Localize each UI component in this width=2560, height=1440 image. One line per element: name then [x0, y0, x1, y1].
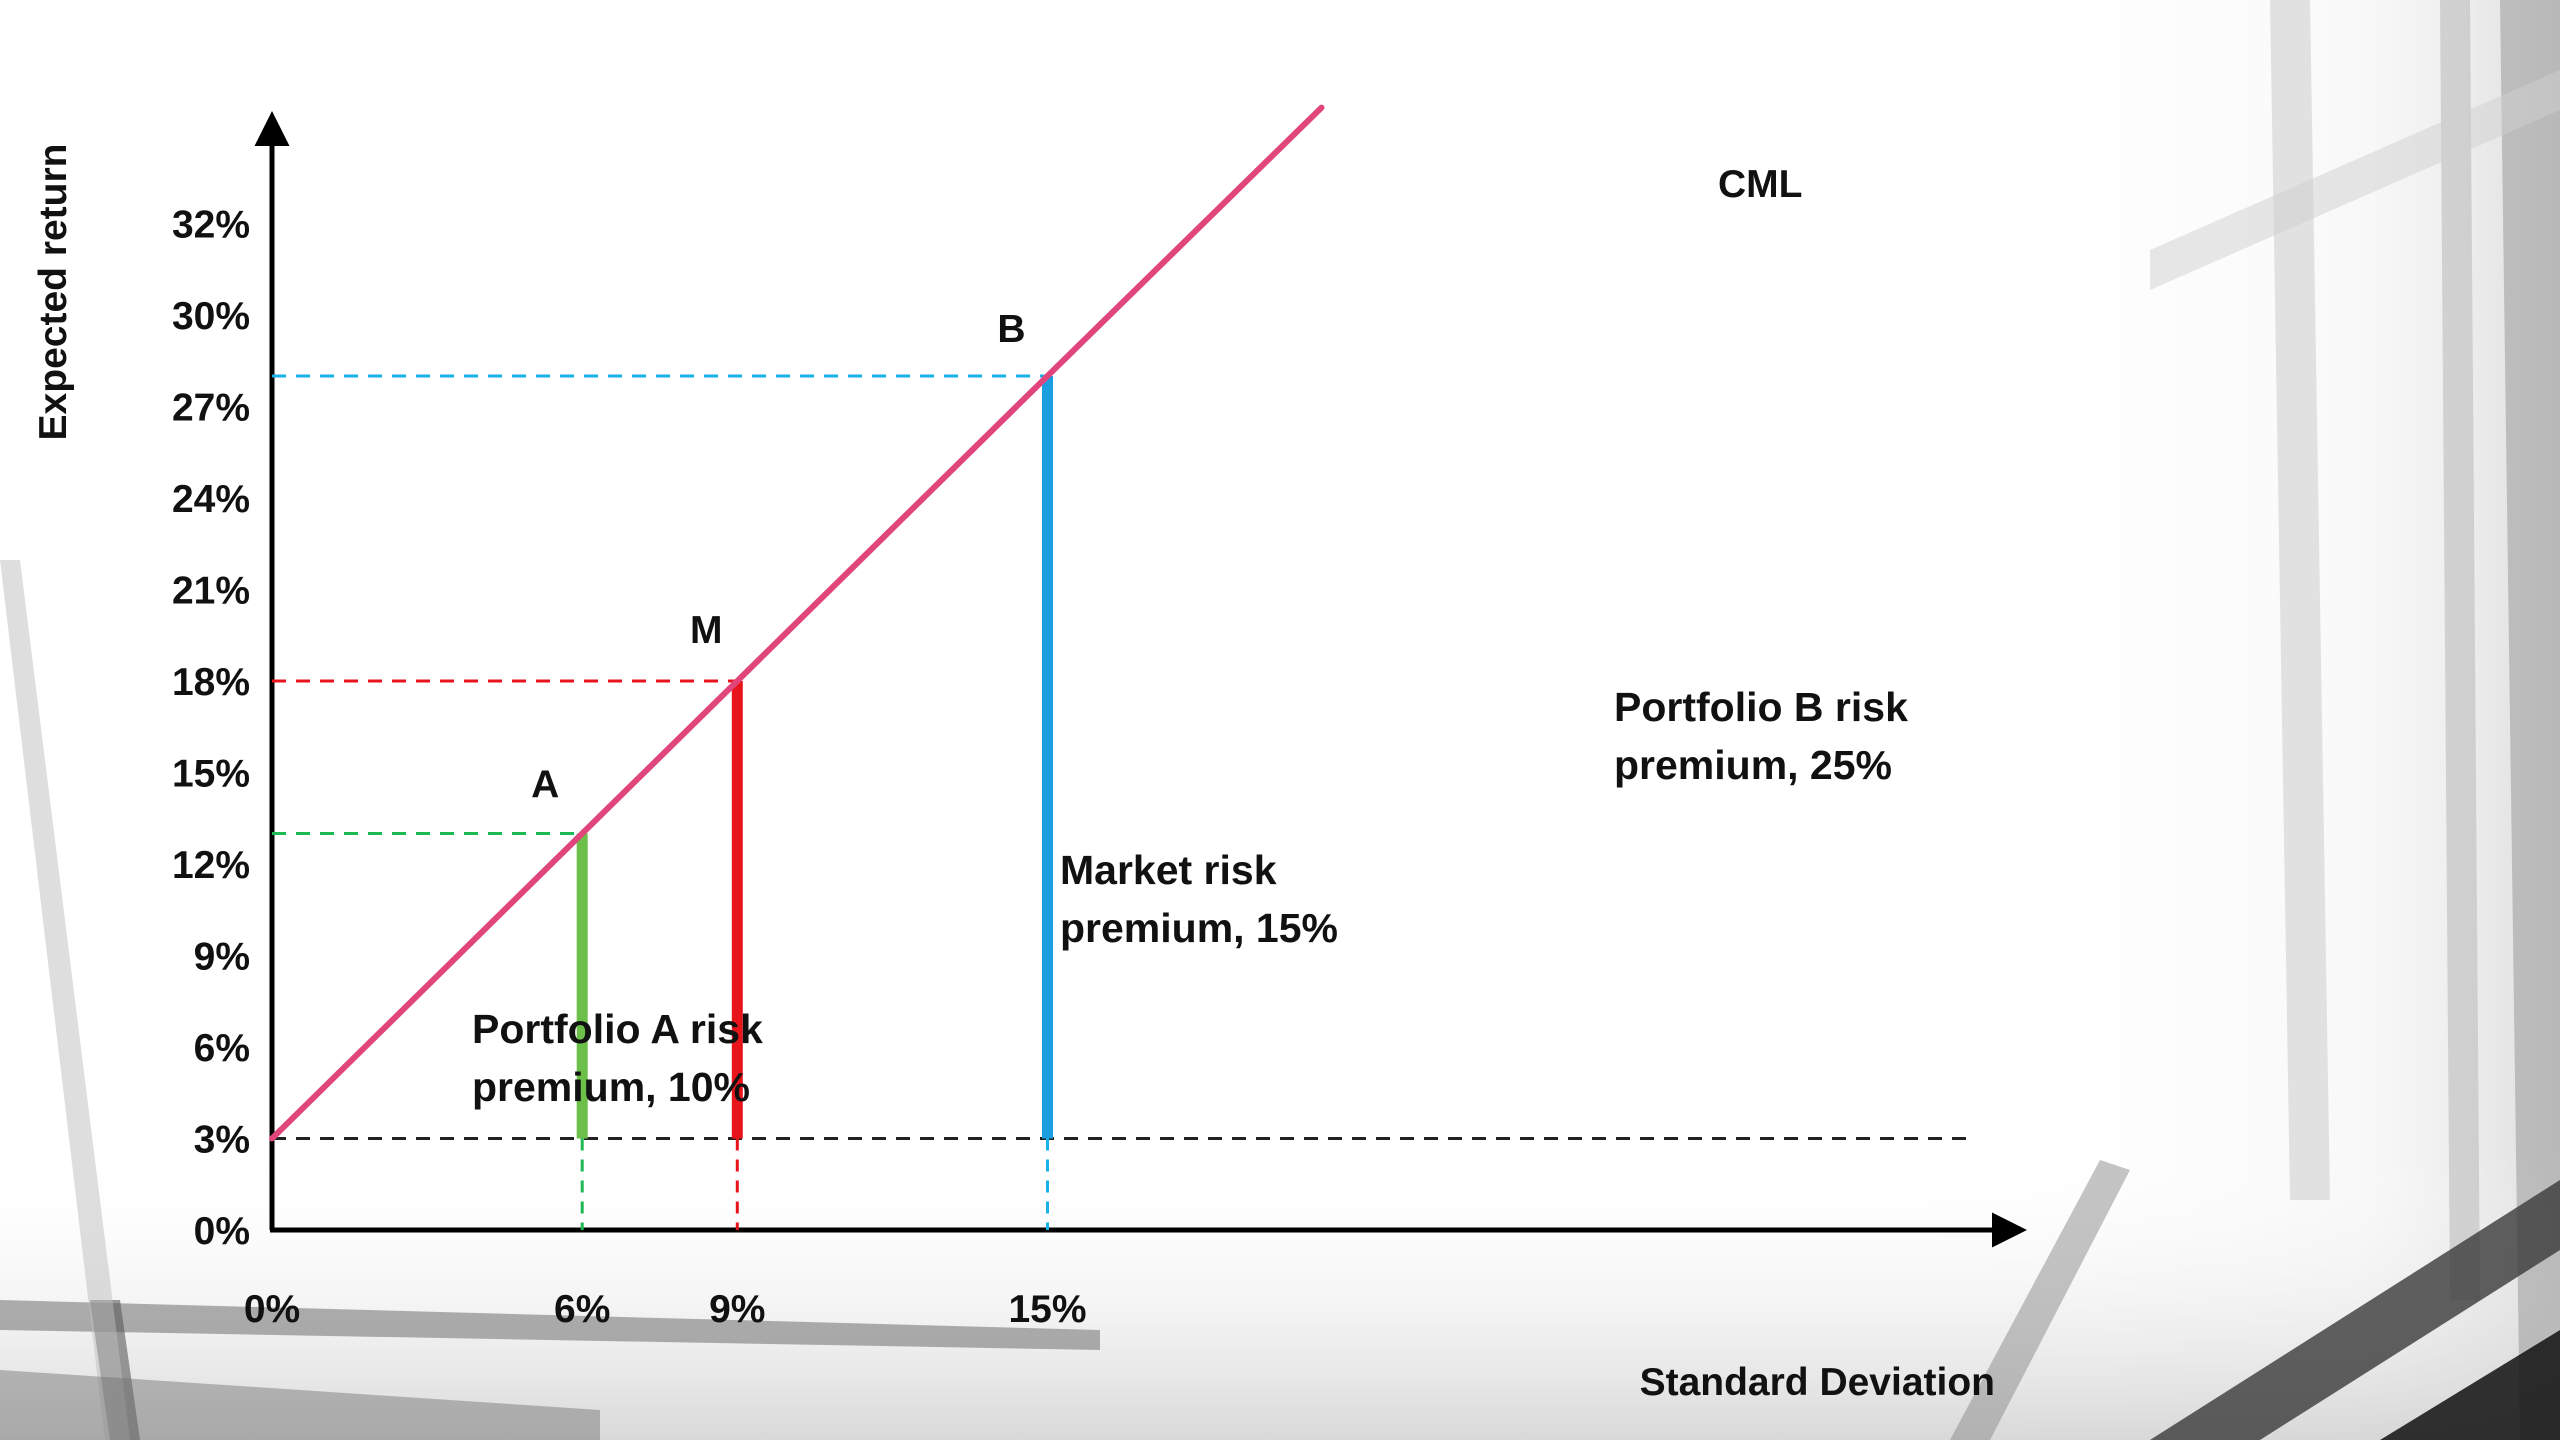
y-tick-label: 15%	[172, 753, 250, 796]
annotation-m-line-2: premium, 15%	[1060, 905, 1338, 951]
cml-line	[269, 104, 1325, 1142]
x-tick-label: 0%	[244, 1288, 300, 1331]
premium-bars	[576, 376, 1053, 1139]
annotation-b-line-1: Portfolio B risk	[1614, 684, 1908, 730]
y-tick-label: 9%	[194, 936, 250, 979]
y-tick-label: 32%	[172, 204, 250, 247]
annotation-a-line-2: premium, 10%	[472, 1064, 750, 1110]
annotation-a-line-1: Portfolio A risk	[472, 1006, 763, 1052]
y-axis-title: Expected return	[32, 144, 75, 441]
y-tick-label: 27%	[172, 387, 250, 430]
y-tick-labels: 0% 3% 6% 9% 12% 15% 18% 21% 24% 27% 30% 32%	[172, 204, 250, 1254]
annotation-m-line-1: Market risk	[1060, 847, 1277, 893]
point-label-m: M	[690, 609, 723, 652]
y-tick-label: 24%	[172, 478, 250, 521]
y-tick-label: 30%	[172, 295, 250, 338]
point-label-b: B	[997, 308, 1025, 351]
y-tick-label: 6%	[194, 1027, 250, 1070]
x-tick-label: 6%	[554, 1288, 610, 1331]
y-tick-label: 18%	[172, 661, 250, 704]
x-tick-labels: 0% 6% 9% 15%	[244, 1288, 1087, 1331]
x-axis-title: Standard Deviation	[1640, 1361, 1995, 1404]
y-tick-label: 0%	[194, 1210, 250, 1253]
point-label-a: A	[531, 764, 559, 807]
guide-lines	[272, 374, 1970, 1230]
annotation-b-line-2: premium, 25%	[1614, 742, 1892, 788]
annotations: Portfolio A risk premium, 10% Market risk p…	[472, 684, 1908, 1110]
x-tick-label: 9%	[709, 1288, 765, 1331]
x-tick-label: 15%	[1008, 1288, 1086, 1331]
series-group: CML	[269, 104, 1802, 1142]
y-tick-label: 3%	[194, 1119, 250, 1162]
y-tick-label: 21%	[172, 570, 250, 613]
point-labels: A M B	[531, 308, 1025, 807]
cml-label: CML	[1718, 163, 1802, 206]
y-tick-label: 12%	[172, 844, 250, 887]
